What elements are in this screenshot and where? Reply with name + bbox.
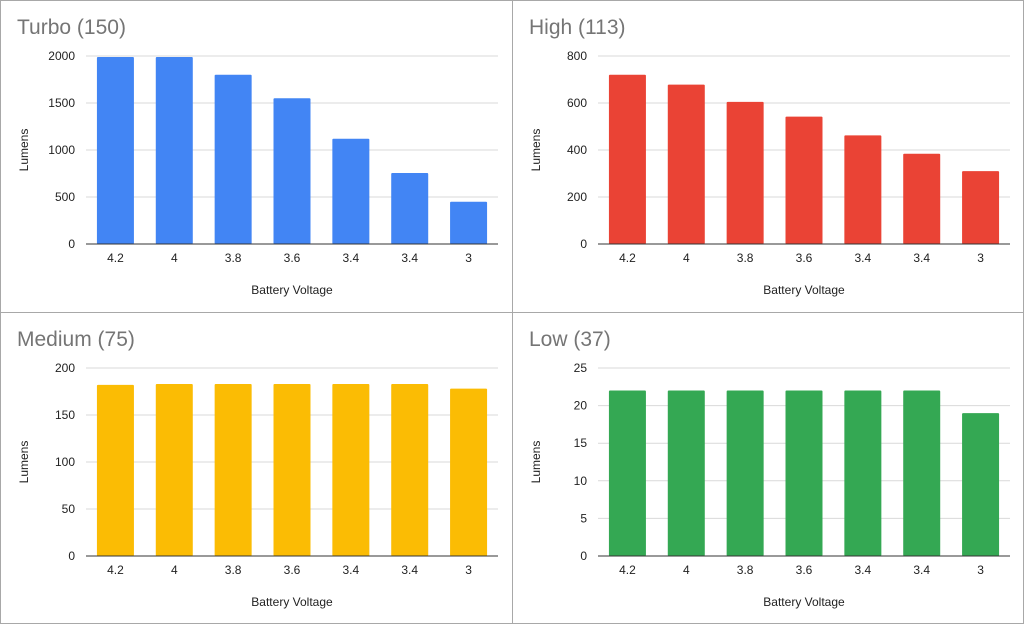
medium-x-tick-label: 3.4 [343, 563, 360, 577]
turbo-bar [332, 138, 370, 244]
medium-y-tick-label: 0 [68, 549, 75, 563]
high-chart: High (113) 0 200 400 600 800 4.2 4 3.8 3.6 3.4 3.4 3… [529, 16, 1010, 297]
turbo-x-tick-label: 3.8 [225, 251, 242, 265]
high-x-tick-label: 4 [683, 251, 690, 265]
medium-bar [450, 388, 488, 556]
low-x-tick-label: 4.2 [619, 563, 636, 577]
turbo-x-tick-label: 3.6 [284, 251, 301, 265]
low-bar [785, 390, 823, 556]
high-y-axis-label: Lumens [529, 129, 543, 172]
low-x-tick-label: 3.8 [737, 563, 754, 577]
low-bar [903, 390, 941, 556]
low-chart-title: Low (37) [529, 328, 611, 351]
high-y-tick-label: 800 [567, 49, 587, 63]
turbo-y-axis-label: Lumens [17, 129, 31, 172]
high-bar [608, 74, 646, 244]
medium-bar [391, 383, 429, 556]
turbo-x-tick-label: 3 [465, 251, 472, 265]
medium-chart-panel: Medium (75) 0 50 100 150 200 4.2 4 3.8 3.6 3.4 3.4 3… [0, 312, 513, 624]
high-bar [667, 84, 705, 244]
medium-bar [332, 383, 370, 556]
medium-y-tick-label: 200 [55, 361, 75, 375]
high-x-tick-label: 3 [977, 251, 984, 265]
low-x-tick-label: 3.4 [855, 563, 872, 577]
high-y-tick-label: 400 [567, 143, 587, 157]
medium-x-tick-label: 4.2 [107, 563, 124, 577]
medium-chart-title: Medium (75) [17, 328, 135, 351]
medium-x-tick-label: 3.4 [401, 563, 418, 577]
turbo-x-tick-label: 4.2 [107, 251, 124, 265]
turbo-bar [155, 56, 193, 244]
low-bar [844, 390, 882, 556]
low-x-tick-label: 3.4 [913, 563, 930, 577]
turbo-y-tick-label: 0 [68, 237, 75, 251]
turbo-chart: Turbo (150) 0 500 1000 1500 2000 4.2 4 3.8 3.6 3.4… [17, 16, 498, 297]
medium-y-tick-label: 150 [55, 408, 75, 422]
low-y-tick-label: 0 [580, 549, 587, 563]
turbo-bar [96, 56, 134, 244]
low-bar [962, 413, 1000, 556]
turbo-y-tick-label: 1500 [48, 96, 75, 110]
turbo-x-axis-label: Battery Voltage [251, 283, 333, 297]
low-bar [667, 390, 705, 556]
low-chart-panel: Low (37) 0 5 10 15 20 25 4.2 4 3.8 3.6 3.4 3.4 3 Batte… [512, 312, 1024, 624]
high-chart-title: High (113) [529, 16, 626, 39]
low-x-tick-label: 3.6 [796, 563, 813, 577]
turbo-chart-panel: Turbo (150) 0 500 1000 1500 2000 4.2 4 3.8 3.6 3.4… [0, 0, 513, 313]
medium-y-tick-label: 100 [55, 455, 75, 469]
medium-y-axis-label: Lumens [17, 441, 31, 484]
low-y-tick-label: 15 [574, 436, 588, 450]
high-x-tick-label: 3.4 [855, 251, 872, 265]
low-x-tick-label: 4 [683, 563, 690, 577]
medium-bar [96, 384, 134, 556]
medium-x-tick-label: 3.6 [284, 563, 301, 577]
turbo-bar [391, 173, 429, 244]
high-bar [785, 116, 823, 244]
medium-bar [273, 383, 311, 556]
medium-x-tick-label: 3 [465, 563, 472, 577]
low-chart: Low (37) 0 5 10 15 20 25 4.2 4 3.8 3.6 3.4 3.4 3 Batte… [529, 328, 1010, 609]
medium-x-tick-label: 3.8 [225, 563, 242, 577]
high-x-tick-label: 3.8 [737, 251, 754, 265]
high-chart-panel: High (113) 0 200 400 600 800 4.2 4 3.8 3.6 3.4 3.4 3… [512, 0, 1024, 313]
turbo-y-tick-label: 2000 [48, 49, 75, 63]
low-y-axis-label: Lumens [529, 441, 543, 484]
medium-bar [155, 383, 193, 556]
turbo-bar [214, 74, 252, 244]
low-bar [608, 390, 646, 556]
turbo-x-tick-label: 4 [171, 251, 178, 265]
high-x-axis-label: Battery Voltage [763, 283, 845, 297]
turbo-chart-title: Turbo (150) [17, 16, 126, 39]
low-x-axis-label: Battery Voltage [763, 595, 845, 609]
high-y-tick-label: 200 [567, 190, 587, 204]
low-bar [726, 390, 764, 556]
low-y-tick-label: 5 [580, 511, 587, 525]
turbo-bar [450, 201, 488, 244]
high-bar [962, 171, 1000, 244]
turbo-bar [273, 98, 311, 244]
low-y-tick-label: 20 [574, 399, 588, 413]
high-x-tick-label: 3.6 [796, 251, 813, 265]
high-y-tick-label: 0 [580, 237, 587, 251]
turbo-y-tick-label: 500 [55, 190, 75, 204]
turbo-x-tick-label: 3.4 [343, 251, 360, 265]
high-bar [844, 135, 882, 244]
turbo-x-tick-label: 3.4 [401, 251, 418, 265]
high-x-tick-label: 4.2 [619, 251, 636, 265]
high-y-tick-label: 600 [567, 96, 587, 110]
low-x-tick-label: 3 [977, 563, 984, 577]
medium-chart: Medium (75) 0 50 100 150 200 4.2 4 3.8 3.6 3.4 3.4 3… [17, 328, 498, 609]
high-bar [903, 153, 941, 244]
medium-bar [214, 383, 252, 556]
medium-y-tick-label: 50 [62, 502, 76, 516]
medium-x-tick-label: 4 [171, 563, 178, 577]
medium-x-axis-label: Battery Voltage [251, 595, 333, 609]
high-x-tick-label: 3.4 [913, 251, 930, 265]
low-y-tick-label: 10 [574, 474, 588, 488]
turbo-y-tick-label: 1000 [48, 143, 75, 157]
high-bar [726, 101, 764, 244]
low-y-tick-label: 25 [574, 361, 588, 375]
